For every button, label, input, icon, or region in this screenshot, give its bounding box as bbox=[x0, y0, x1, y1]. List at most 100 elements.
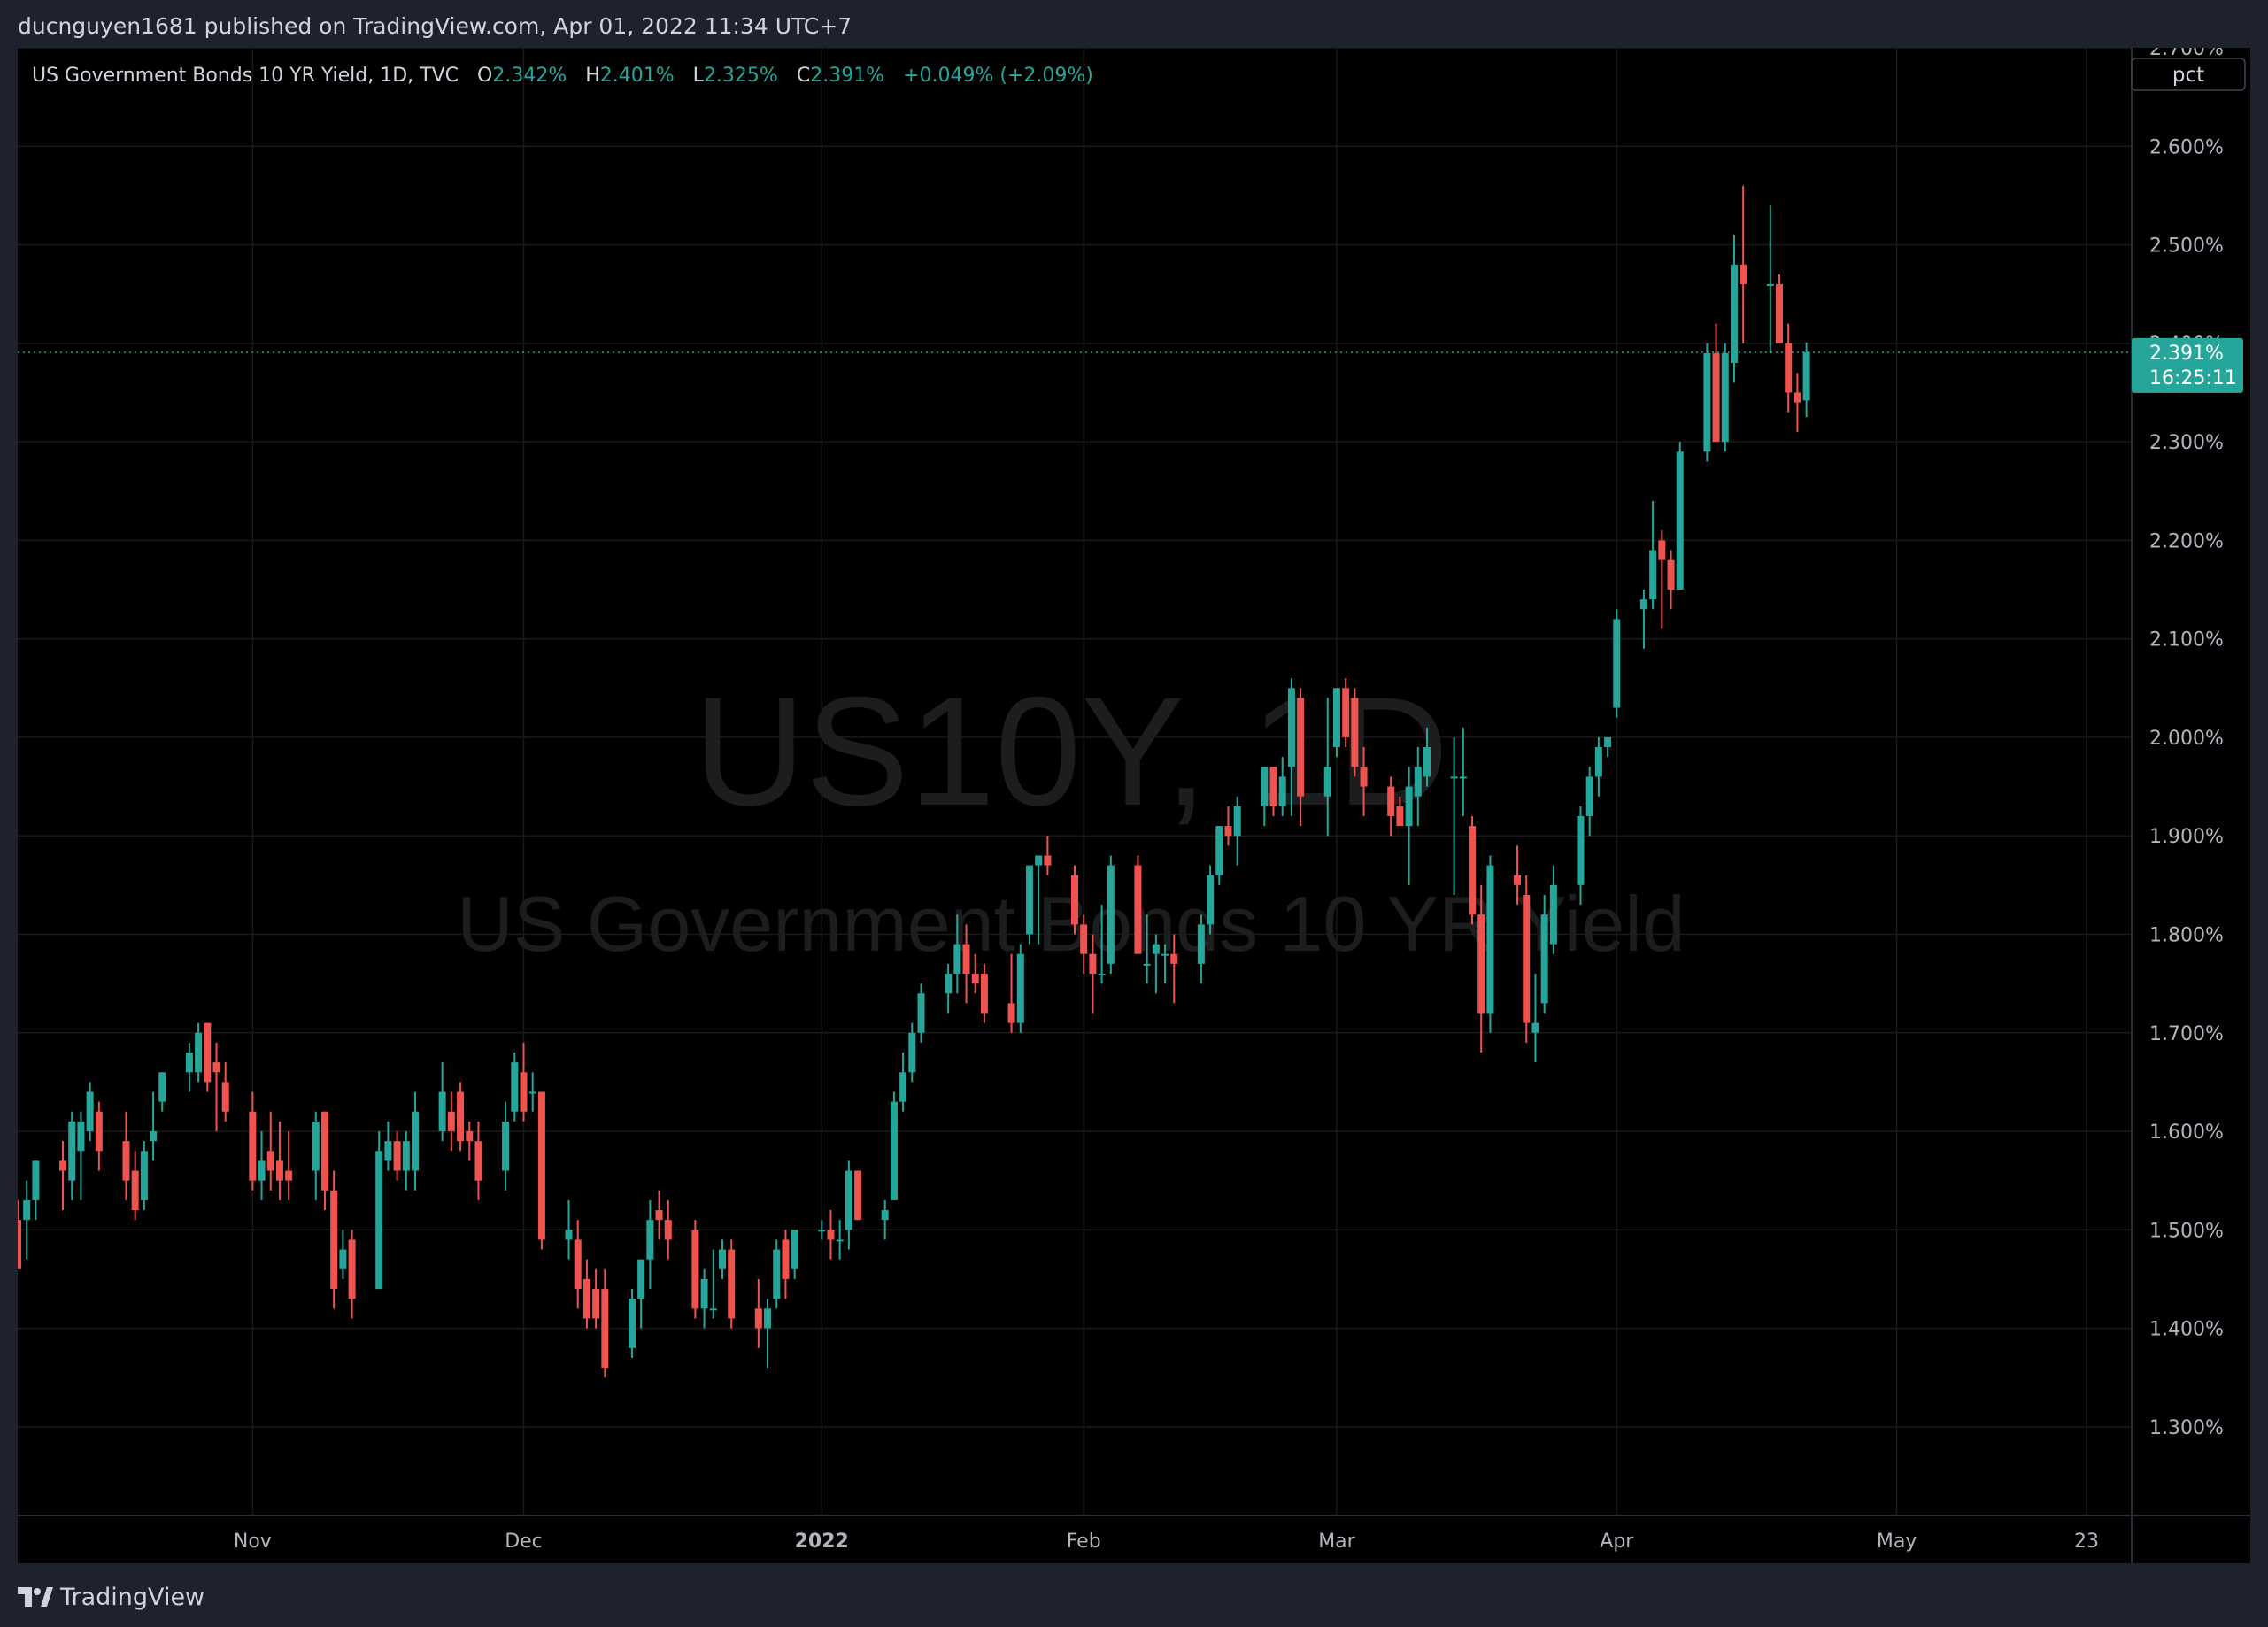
candle[interactable] bbox=[59, 1141, 67, 1211]
chart-frame[interactable]: US10Y, 1D US Government Bonds 10 YR Yiel… bbox=[18, 48, 2250, 1563]
candle[interactable] bbox=[1170, 934, 1178, 1004]
candle[interactable] bbox=[275, 1121, 283, 1200]
candle[interactable] bbox=[1351, 688, 1359, 777]
candle[interactable] bbox=[393, 1131, 401, 1181]
candle[interactable] bbox=[1007, 953, 1015, 1033]
candle[interactable] bbox=[1649, 500, 1657, 610]
candle[interactable] bbox=[890, 1091, 898, 1200]
candle[interactable] bbox=[782, 1230, 790, 1299]
candle[interactable] bbox=[1197, 914, 1205, 984]
candle[interactable] bbox=[1143, 914, 1151, 984]
candle[interactable] bbox=[1469, 815, 1477, 925]
candle[interactable] bbox=[1450, 736, 1458, 895]
candle[interactable] bbox=[1802, 342, 1810, 418]
candle[interactable] bbox=[1089, 934, 1097, 1014]
candle[interactable] bbox=[664, 1199, 672, 1260]
candle[interactable] bbox=[655, 1190, 663, 1240]
candle[interactable] bbox=[140, 1141, 148, 1211]
candle[interactable] bbox=[1730, 235, 1738, 383]
candle[interactable] bbox=[1594, 736, 1602, 797]
scale-mode-label[interactable]: pct bbox=[2172, 64, 2204, 87]
candle[interactable] bbox=[158, 1072, 166, 1112]
candle[interactable] bbox=[1676, 442, 1684, 590]
candle[interactable] bbox=[1667, 550, 1675, 610]
candle[interactable] bbox=[1423, 727, 1431, 787]
candle[interactable] bbox=[700, 1268, 708, 1329]
candle[interactable] bbox=[719, 1239, 726, 1279]
scale-mode-button[interactable]: pct bbox=[2131, 58, 2246, 91]
candle[interactable] bbox=[628, 1289, 636, 1358]
candle[interactable] bbox=[1396, 796, 1404, 827]
candle[interactable] bbox=[412, 1091, 420, 1191]
candle[interactable] bbox=[1360, 747, 1368, 816]
candle[interactable] bbox=[1540, 894, 1548, 1014]
candle[interactable] bbox=[320, 1111, 328, 1211]
candle[interactable] bbox=[1261, 767, 1269, 827]
candle[interactable] bbox=[537, 1091, 545, 1250]
candle[interactable] bbox=[285, 1131, 293, 1200]
candle[interactable] bbox=[150, 1091, 158, 1161]
candle[interactable] bbox=[1794, 373, 1801, 432]
candle[interactable] bbox=[249, 1091, 257, 1191]
price-axis[interactable]: 2.700%2.600%2.500%2.400%2.300%2.200%2.10… bbox=[2131, 48, 2224, 1563]
candle[interactable] bbox=[95, 1101, 103, 1171]
candle[interactable] bbox=[1161, 944, 1169, 984]
candle[interactable] bbox=[1523, 875, 1531, 1043]
candle[interactable] bbox=[511, 1053, 519, 1122]
candle[interactable] bbox=[86, 1082, 94, 1142]
candle[interactable] bbox=[1585, 767, 1593, 837]
candle[interactable] bbox=[1766, 205, 1774, 353]
candle[interactable] bbox=[122, 1111, 130, 1200]
candle[interactable] bbox=[582, 1259, 590, 1329]
candle[interactable] bbox=[917, 983, 925, 1043]
candle[interactable] bbox=[1459, 727, 1467, 816]
candle[interactable] bbox=[980, 963, 988, 1023]
candle[interactable] bbox=[691, 1220, 699, 1319]
candle[interactable] bbox=[1604, 736, 1612, 758]
candle[interactable] bbox=[1323, 698, 1331, 837]
candle[interactable] bbox=[18, 1199, 21, 1269]
candle[interactable] bbox=[68, 1111, 76, 1200]
candle[interactable] bbox=[971, 953, 979, 994]
candle[interactable] bbox=[845, 1160, 852, 1250]
candle[interactable] bbox=[773, 1239, 781, 1309]
candle[interactable] bbox=[709, 1249, 717, 1319]
candle[interactable] bbox=[185, 1042, 193, 1092]
candle[interactable] bbox=[953, 914, 961, 994]
candle[interactable] bbox=[1297, 688, 1305, 827]
candle[interactable] bbox=[908, 1022, 916, 1083]
candle[interactable] bbox=[574, 1220, 582, 1309]
candle[interactable] bbox=[32, 1160, 40, 1221]
candles[interactable] bbox=[18, 185, 1810, 1378]
candle[interactable] bbox=[375, 1131, 383, 1290]
candle[interactable] bbox=[1514, 845, 1522, 906]
candle[interactable] bbox=[212, 1042, 220, 1132]
candle[interactable] bbox=[1721, 343, 1729, 452]
candle[interactable] bbox=[1712, 323, 1720, 443]
candle[interactable] bbox=[1414, 747, 1422, 827]
candle[interactable] bbox=[402, 1131, 410, 1191]
candle[interactable] bbox=[1035, 855, 1043, 945]
candle[interactable] bbox=[1332, 688, 1340, 758]
candle[interactable] bbox=[754, 1278, 762, 1348]
candle[interactable] bbox=[1207, 865, 1215, 935]
candle[interactable] bbox=[836, 1220, 844, 1260]
candle[interactable] bbox=[791, 1230, 798, 1279]
candle[interactable] bbox=[348, 1230, 356, 1319]
candle[interactable] bbox=[457, 1082, 465, 1152]
candle[interactable] bbox=[854, 1170, 862, 1221]
candle[interactable] bbox=[474, 1121, 482, 1200]
candle[interactable] bbox=[266, 1111, 274, 1191]
candle[interactable] bbox=[1269, 767, 1277, 816]
candle[interactable] bbox=[1387, 776, 1395, 837]
candle[interactable] bbox=[1287, 678, 1295, 816]
candle[interactable] bbox=[384, 1121, 392, 1171]
candle[interactable] bbox=[1016, 944, 1024, 1033]
candle[interactable] bbox=[466, 1121, 474, 1161]
candle[interactable] bbox=[1025, 865, 1033, 945]
candle[interactable] bbox=[1215, 826, 1223, 885]
candle[interactable] bbox=[1071, 865, 1078, 935]
time-axis[interactable]: Nov Dec 2022 Feb Mar Apr May 23 bbox=[18, 1515, 2250, 1553]
candle[interactable] bbox=[1134, 855, 1142, 954]
candle[interactable] bbox=[1405, 767, 1413, 885]
